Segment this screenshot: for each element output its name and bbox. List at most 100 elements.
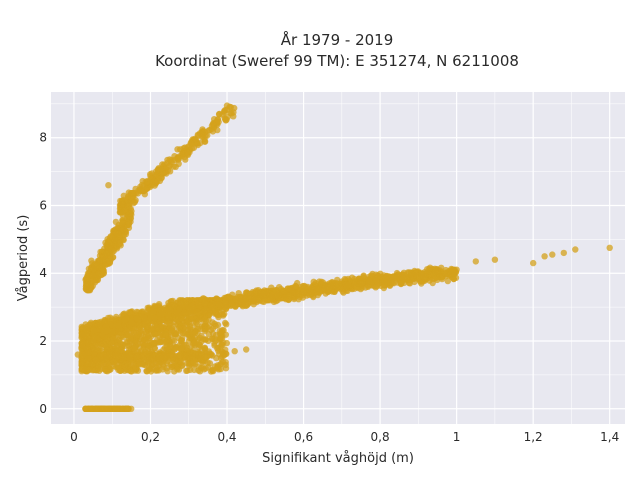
- scatter-point: [222, 359, 229, 366]
- scatter-point: [221, 310, 228, 318]
- scatter-point: [113, 405, 121, 412]
- scatter-point: [170, 352, 177, 359]
- scatter-point: [150, 306, 157, 314]
- scatter-point: [235, 300, 242, 307]
- scatter-point: [222, 365, 230, 372]
- scatter-point: [306, 291, 313, 299]
- scatter-point: [201, 325, 208, 333]
- scatter-point: [326, 284, 333, 291]
- scatter-point: [186, 349, 194, 356]
- scatter-point: [204, 132, 211, 139]
- scatter-point: [158, 323, 165, 330]
- scatter-point: [408, 270, 415, 277]
- scatter-point: [189, 330, 196, 337]
- scatter-point: [84, 355, 92, 362]
- scatter-point: [148, 175, 156, 182]
- scatter-point: [418, 271, 425, 278]
- scatter-point: [358, 280, 366, 288]
- scatter-point: [106, 351, 113, 358]
- grid-lines: [51, 92, 625, 424]
- scatter-point: [176, 155, 183, 162]
- scatter-point: [223, 102, 231, 109]
- scatter-point: [126, 213, 133, 220]
- scatter-point: [176, 352, 184, 359]
- x-tick-label: 1: [453, 430, 461, 444]
- plot-area: [51, 92, 625, 424]
- scatter-point: [215, 313, 222, 321]
- scatter-point: [141, 315, 148, 322]
- scatter-point: [128, 195, 136, 202]
- y-tick-label: 6: [39, 198, 47, 212]
- scatter-point: [235, 290, 242, 297]
- scatter-point: [202, 336, 209, 343]
- scatter-point: [115, 230, 122, 238]
- scatter-point: [154, 177, 161, 185]
- scatter-point: [267, 297, 274, 304]
- scatter-point: [178, 345, 185, 353]
- scatter-point: [242, 294, 249, 301]
- scatter-point: [393, 274, 401, 281]
- scatter-point: [114, 322, 122, 329]
- scatter-point: [87, 319, 95, 326]
- scatter-point: [90, 327, 98, 334]
- scatter-point: [201, 300, 209, 307]
- scatter-point: [438, 275, 446, 283]
- scatter-point: [273, 289, 280, 297]
- scatter-point: [151, 345, 158, 352]
- scatter-point: [164, 368, 171, 375]
- scatter-point: [205, 322, 213, 329]
- scatter-point: [118, 199, 126, 207]
- scatter-point: [181, 352, 189, 359]
- scatter-point: [115, 353, 122, 360]
- scatter-point: [197, 139, 204, 147]
- scatter-point: [211, 340, 218, 347]
- scatter-point: [132, 185, 139, 193]
- scatter-point: [117, 340, 124, 347]
- scatter-point: [197, 354, 204, 362]
- x-tick-label: 0,6: [294, 430, 313, 444]
- scatter-point: [103, 327, 110, 335]
- scatter-point: [122, 342, 129, 349]
- scatter-point: [119, 220, 126, 227]
- scatter-point: [196, 341, 203, 349]
- scatter-point: [242, 301, 249, 308]
- scatter-point: [143, 308, 151, 316]
- scatter-point: [212, 322, 219, 330]
- scatter-point: [127, 367, 134, 375]
- scatter-point: [103, 250, 111, 257]
- scatter-point: [412, 270, 419, 277]
- x-axis-label: Signifikant våghöjd (m): [262, 451, 414, 466]
- scatter-point: [124, 405, 131, 412]
- scatter-point: [353, 283, 360, 291]
- scatter-point: [209, 128, 217, 135]
- scatter-point: [138, 330, 145, 337]
- scatter-point: [373, 282, 381, 290]
- scatter-point: [284, 285, 292, 292]
- scatter-point: [86, 366, 93, 374]
- scatter-point: [472, 258, 479, 265]
- scatter-point: [91, 334, 98, 341]
- chart-title: År 1979 - 2019: [281, 30, 394, 49]
- scatter-point: [190, 339, 198, 347]
- scatter-point: [178, 337, 186, 344]
- scatter-point: [195, 132, 202, 139]
- scatter-point: [223, 339, 230, 347]
- y-tick-label: 8: [39, 131, 47, 145]
- scatter-point: [168, 363, 175, 371]
- scatter-point: [99, 405, 106, 412]
- scatter-point: [191, 139, 199, 146]
- x-tick-label: 1,2: [524, 430, 543, 444]
- scatter-point: [128, 320, 135, 327]
- scatter-point: [360, 275, 368, 282]
- scatter-point: [152, 367, 160, 374]
- scatter-point: [118, 209, 126, 216]
- scatter-point: [260, 290, 267, 297]
- scatter-point: [146, 364, 153, 372]
- scatter-point: [162, 330, 169, 338]
- scatter-point: [162, 353, 170, 361]
- scatter-point: [184, 344, 191, 351]
- scatter-point: [89, 272, 96, 279]
- scatter-point: [366, 277, 374, 285]
- scatter-point: [127, 333, 134, 340]
- scatter-point: [432, 268, 439, 276]
